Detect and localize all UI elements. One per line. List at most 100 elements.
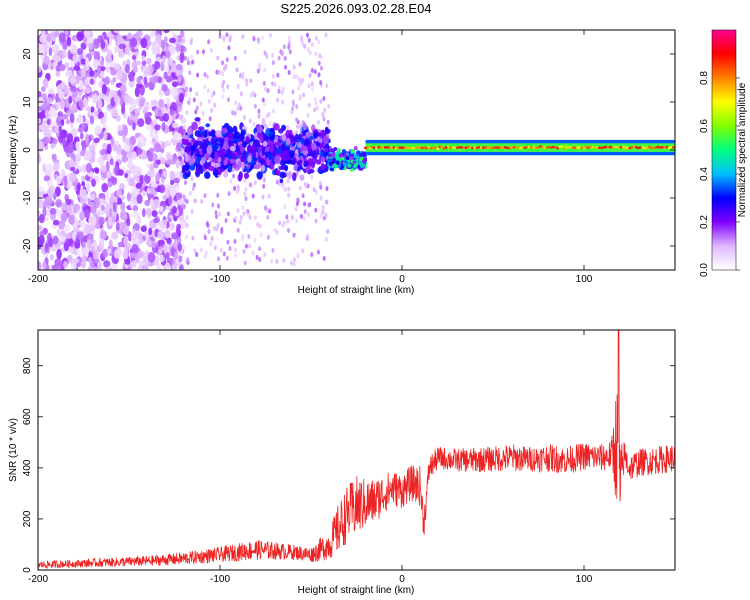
spectrogram-cell <box>193 248 197 254</box>
spectrogram-cell <box>191 59 195 65</box>
spectrogram-cell <box>138 238 144 244</box>
spectrogram-cell <box>151 45 159 56</box>
spectrogram-cell <box>162 194 169 201</box>
spectrogram-cell <box>345 156 350 161</box>
spectrogram-cell <box>73 249 78 256</box>
spectrogram-cell <box>65 203 73 214</box>
spectrogram-cell <box>273 123 280 131</box>
spectrogram-cell <box>207 98 211 104</box>
spectrogram-cell <box>46 103 51 112</box>
spectrogram-cell <box>68 95 73 104</box>
spectrogram-cell <box>263 50 267 56</box>
spectrogram-cell <box>203 72 207 78</box>
spectrogram-cell <box>64 224 71 232</box>
spectrogram-cell <box>62 137 67 146</box>
spectrogram-cell <box>308 143 312 152</box>
snr-y-tick-label: 400 <box>22 459 33 476</box>
spectrogram-cell <box>295 104 299 110</box>
spectrogram-cell <box>242 141 247 148</box>
spectrogram-cell <box>84 155 89 161</box>
spectrogram-cell <box>262 177 266 183</box>
spectrogram-cell <box>56 228 62 237</box>
spectrogram-cell <box>57 111 64 117</box>
spectrogram-cell <box>85 57 89 68</box>
spectrogram-cell <box>297 141 302 149</box>
snr-y-tick-label: 600 <box>22 408 33 425</box>
spectrogram-cell <box>231 110 235 116</box>
spectrogram-cell <box>186 56 190 62</box>
spectrogram-cell <box>42 43 47 54</box>
spectrogram-cell <box>186 127 193 136</box>
spectrogram-cell <box>227 154 232 160</box>
spectrogram-cell <box>157 230 165 239</box>
spectrogram-cell <box>130 260 137 268</box>
spectrogram-cell <box>60 212 68 222</box>
spectrogram-cell <box>247 155 252 163</box>
spectrogram-cell <box>98 216 105 226</box>
spectrogram-cell <box>220 148 226 157</box>
spectrogram-cell <box>280 90 284 96</box>
spectrogram-cell <box>175 43 182 52</box>
spectrogram-cell <box>308 202 312 208</box>
spectrogram-cell <box>440 145 444 149</box>
spectrogram-cell <box>202 129 208 138</box>
spectrogram-cell <box>326 119 330 125</box>
spectrogram-cell <box>277 85 281 91</box>
spectrogram-cell <box>54 30 60 38</box>
spectrogram-cell <box>308 72 312 78</box>
spectrogram-cell <box>38 96 44 107</box>
spectrogram-cell <box>43 127 50 137</box>
spectrogram-cell <box>64 30 69 36</box>
spectrogram-cell <box>178 255 183 263</box>
spectrogram-cell <box>51 107 57 118</box>
spectrogram-cell <box>242 151 247 158</box>
spectrogram-cell <box>201 110 205 116</box>
spectrogram-cell <box>46 118 51 126</box>
spectrogram-cell <box>70 262 77 270</box>
spectrogram-cell <box>104 95 109 102</box>
spectrogram-cell <box>121 212 128 221</box>
spectrogram-cell <box>257 39 261 45</box>
spectrogram-cell <box>301 193 305 199</box>
spectrogram-cell <box>113 30 122 34</box>
spectrogram-cell <box>298 93 302 99</box>
spectrogram-cell <box>221 83 225 89</box>
spectrogram-cell <box>205 221 209 227</box>
spectrogram-cell <box>188 97 192 103</box>
spectrogram-cell <box>264 205 268 211</box>
spectrogram-cell <box>224 217 228 223</box>
spectrogram-cell <box>289 150 295 159</box>
spectrogram-cell <box>237 160 242 170</box>
spectrogram-cell <box>313 69 317 75</box>
spectrogram-cell <box>46 209 51 217</box>
spectrogram-cell <box>184 180 188 186</box>
spectrogram-cell <box>244 196 248 202</box>
spectrogram-cell <box>366 145 370 149</box>
spectrogram-cell <box>155 221 160 231</box>
spectrogram-cell <box>113 93 118 103</box>
spectrogram-cell <box>153 217 160 224</box>
spectrogram-cell <box>94 126 102 135</box>
colorbar-frame <box>711 29 737 271</box>
spectrogram-cell <box>283 204 287 210</box>
spectrogram-cell <box>217 69 221 75</box>
spectrogram-cell <box>324 237 328 243</box>
spectrogram-cell <box>220 154 226 161</box>
spectrogram-cell <box>148 227 153 236</box>
spectrogram-cell <box>56 248 62 260</box>
spectrogram-cell <box>165 229 171 239</box>
spectrogram-cell <box>207 162 212 167</box>
spectrogram-cell <box>356 150 361 155</box>
spectrogram-cell <box>313 131 319 139</box>
spectrogram-cell <box>286 178 290 184</box>
spectrogram-cell <box>241 205 245 211</box>
spectrogram-cell <box>154 132 159 142</box>
spectrogram-cell <box>319 99 323 105</box>
spectrogram-cell <box>163 36 168 43</box>
spectrogram-cell <box>38 139 43 150</box>
spectrogram-cell <box>87 266 93 270</box>
spectrogram-cell <box>123 144 131 152</box>
spectrogram-cell <box>210 236 214 242</box>
spectrogram-cell <box>310 86 314 92</box>
